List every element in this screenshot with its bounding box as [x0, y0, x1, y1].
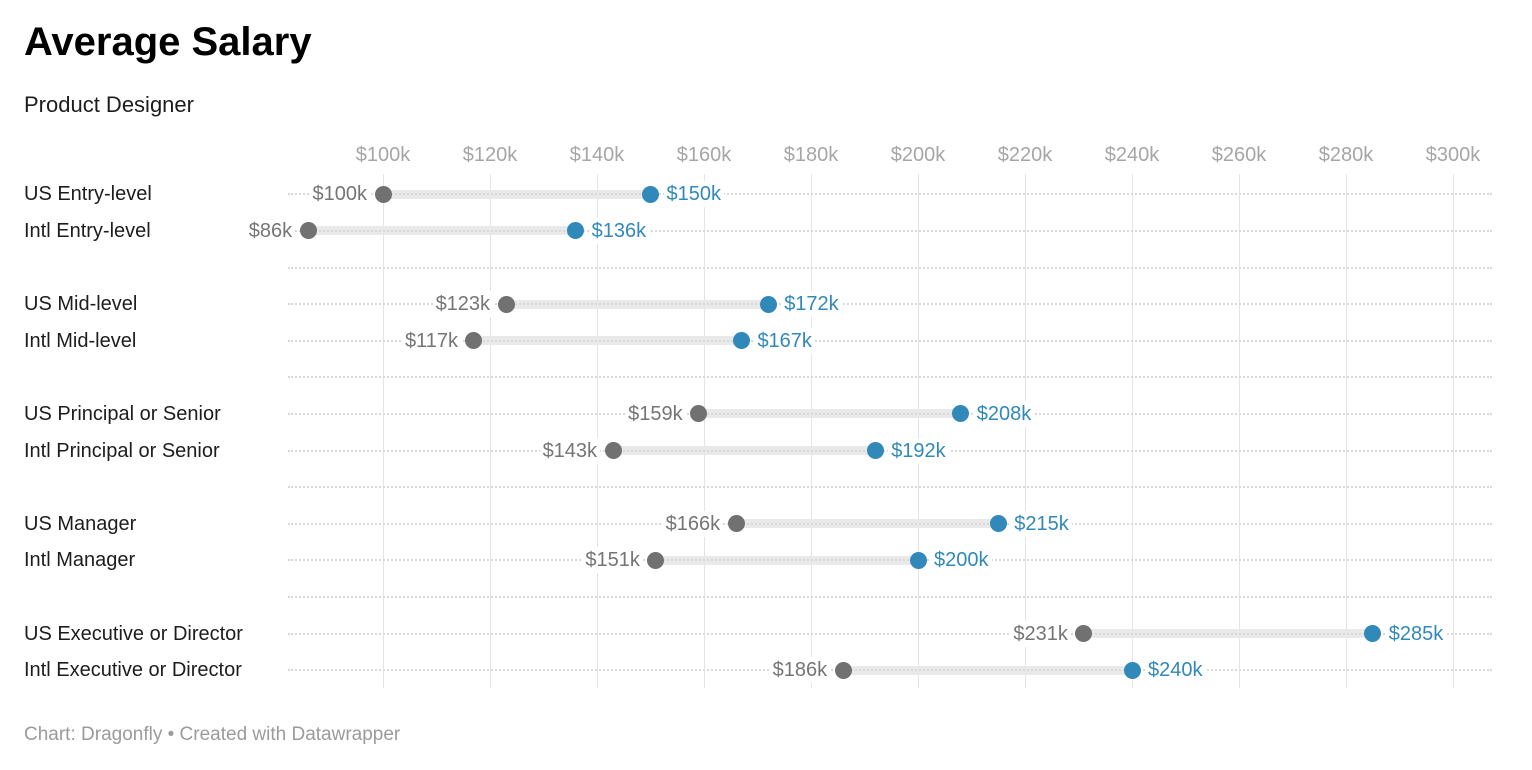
footer-attribution: Chart: Dragonfly • Created with Datawrap…: [24, 724, 401, 745]
start-value-label: $143k: [539, 437, 601, 464]
row-leader-line: [288, 412, 1492, 415]
row-leader-line: [288, 669, 1492, 672]
start-dot: [834, 661, 852, 679]
start-value-label: $159k: [625, 400, 686, 427]
row-label: Intl Manager: [24, 549, 136, 572]
start-dot: [497, 295, 515, 313]
x-axis-tick-label: $100k: [355, 144, 411, 166]
x-axis-tick-label: $160k: [676, 144, 732, 166]
x-gridline: [1131, 174, 1133, 688]
x-axis-tick-label: $280k: [1318, 144, 1374, 166]
row-leader-line: [288, 193, 1492, 196]
x-gridline: [703, 174, 705, 688]
x-gridline: [1345, 174, 1347, 688]
x-gridline: [382, 174, 384, 688]
row-label: Intl Principal or Senior: [24, 439, 220, 462]
end-value-label: $136k: [588, 217, 650, 244]
start-dot: [1075, 625, 1093, 642]
row-label: US Principal or Senior: [24, 402, 221, 425]
row-label: Intl Mid-level: [24, 329, 137, 352]
end-value-label: $215k: [1011, 510, 1072, 537]
row-leader-line: [288, 376, 1492, 379]
start-value-label: $231k: [1010, 620, 1071, 647]
row-leader-line: [288, 595, 1492, 598]
start-value-label: $186k: [769, 657, 831, 684]
row-label: Intl Executive or Director: [24, 659, 242, 682]
x-axis-tick-label: $180k: [783, 144, 839, 166]
start-value-label: $86k: [245, 217, 296, 244]
x-axis-tick-label: $200k: [890, 144, 946, 166]
row-leader-line: [288, 486, 1492, 489]
start-dot: [647, 551, 665, 569]
x-gridline: [1452, 174, 1454, 688]
start-value-label: $123k: [432, 291, 494, 318]
start-dot: [604, 442, 622, 459]
x-axis-tick-label: $260k: [1211, 144, 1267, 166]
x-gridline: [1238, 174, 1240, 688]
x-gridline: [1024, 174, 1026, 688]
row-leader-line: [288, 632, 1492, 635]
x-axis-tick-label: $220k: [997, 144, 1053, 166]
x-axis-tick-label: $240k: [1104, 144, 1160, 166]
chart-subtitle: Product Designer: [24, 92, 194, 117]
end-value-label: $150k: [663, 181, 724, 208]
x-gridline: [917, 174, 919, 688]
row-label: US Manager: [24, 512, 137, 535]
end-dot: [567, 222, 585, 240]
row-label: US Mid-level: [24, 293, 138, 316]
start-value-label: $151k: [582, 547, 643, 574]
end-value-label: $285k: [1385, 620, 1447, 647]
x-gridline: [489, 174, 491, 688]
row-label: US Entry-level: [24, 183, 152, 206]
row-leader-line: [288, 522, 1492, 525]
end-dot: [1364, 625, 1382, 642]
start-dot: [727, 515, 745, 533]
row-label: US Executive or Director: [24, 622, 243, 645]
chart-title: Average Salary: [24, 20, 312, 64]
start-value-label: $166k: [662, 510, 724, 537]
end-dot: [732, 332, 750, 350]
end-dot: [642, 185, 659, 203]
x-axis-tick-label: $120k: [462, 144, 518, 166]
end-dot: [952, 405, 970, 423]
row-leader-line: [288, 559, 1492, 562]
x-axis-tick-label: $140k: [569, 144, 625, 166]
end-value-label: $192k: [888, 437, 949, 464]
start-dot: [690, 405, 708, 423]
x-axis-tick-label: $300k: [1425, 144, 1481, 166]
row-leader-line: [288, 229, 1492, 232]
end-value-label: $240k: [1145, 657, 1206, 684]
row-leader-line: [288, 303, 1492, 306]
row-leader-line: [288, 266, 1492, 269]
start-dot: [299, 222, 317, 240]
end-value-label: $208k: [973, 400, 1035, 427]
x-gridline: [810, 174, 812, 688]
start-value-label: $117k: [401, 327, 461, 354]
row-leader-line: [288, 339, 1492, 342]
end-dot: [866, 442, 884, 459]
end-dot: [1123, 661, 1141, 679]
end-dot: [909, 551, 927, 569]
start-value-label: $100k: [309, 181, 370, 208]
row-label: Intl Entry-level: [24, 219, 151, 242]
end-dot: [989, 515, 1007, 533]
end-value-label: $172k: [781, 291, 842, 318]
start-dot: [465, 332, 483, 350]
end-value-label: $200k: [931, 547, 992, 574]
x-gridline: [596, 174, 598, 688]
end-dot: [759, 295, 777, 313]
end-value-label: $167k: [754, 327, 815, 354]
start-dot: [374, 185, 392, 203]
